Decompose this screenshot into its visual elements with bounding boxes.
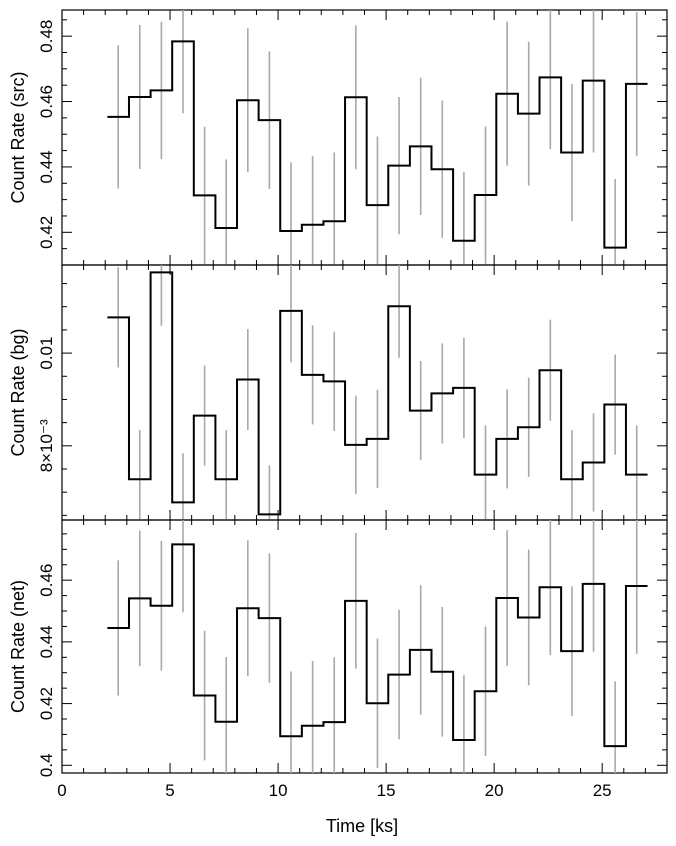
marks-bg [107,265,648,520]
y-axis-title-net: Count Rate (net) [8,580,28,713]
marks-net [107,520,648,773]
y-tick-label: 0.42 [37,216,56,249]
y-tick-label: 0.46 [37,85,56,118]
panel-frame-bg [61,264,668,521]
y-tick-label: 8×10⁻³ [37,419,56,472]
x-axis-title: Time [ks] [326,816,398,836]
y-tick-label: 0.44 [37,150,56,183]
panel-frame-net [61,519,668,774]
y-tick-label: 0.4 [37,753,56,777]
x-tick-label: 20 [485,781,504,800]
x-tick-label: 15 [377,781,396,800]
panel-src: 0.42 0.44 0.46 0.48 Count Rate (src) [8,9,668,266]
step-line-net [107,543,648,748]
y-tick-label: 0.48 [37,20,56,53]
x-tick-label: 0 [57,781,66,800]
y-tick-label: 0.01 [37,337,56,370]
y-axis-title-bg: Count Rate (bg) [8,328,28,456]
x-tick-label: 10 [269,781,288,800]
y-tick-label: 0.42 [37,687,56,720]
marks-src [107,10,648,265]
y-tick-label: 0.46 [37,564,56,597]
x-axis: 0 5 10 15 20 25 [57,781,611,800]
x-tick-label: 5 [165,781,174,800]
step-line-bg [107,271,648,516]
y-tick-label: 0.44 [37,625,56,658]
panel-frame-src [61,9,668,266]
panel-net: 0.4 0.42 0.44 0.46 Count Rate (net) [8,519,668,777]
panel-bg: 8×10⁻³ 0.01 Count Rate (bg) [8,264,668,521]
y-axis-title-src: Count Rate (src) [8,71,28,203]
step-line-src [107,40,648,249]
x-tick-label: 25 [593,781,612,800]
